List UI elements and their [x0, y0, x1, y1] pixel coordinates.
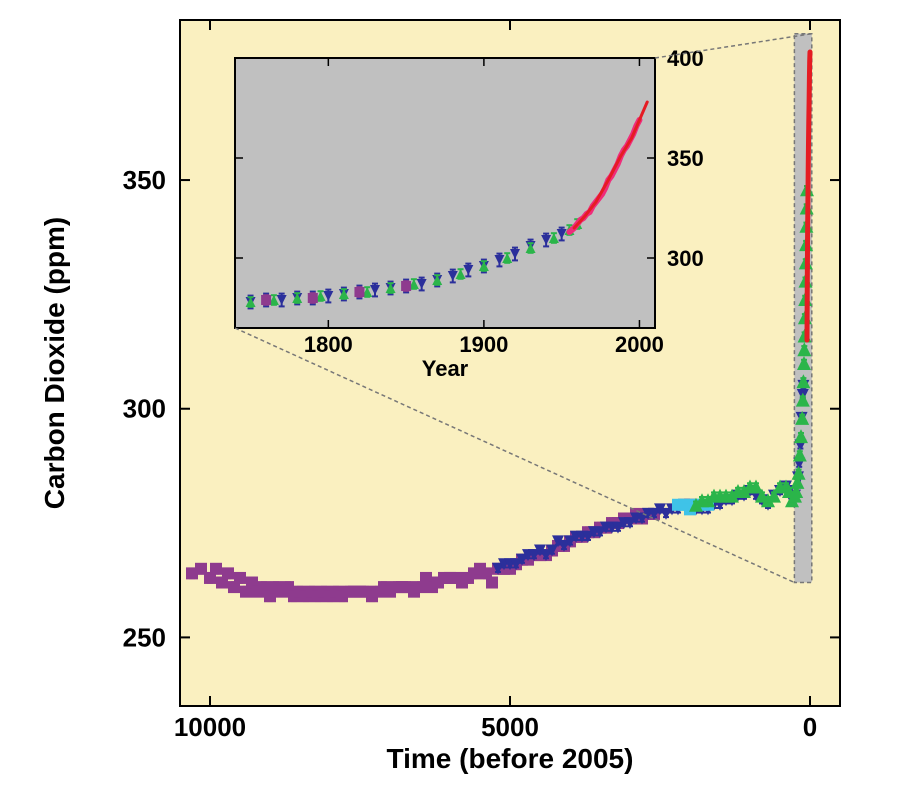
y-tick-label: 250 [123, 622, 166, 652]
co2-chart: 250 300 350 10000 5000 0 Time (before 2005) Car… [0, 0, 900, 786]
inset-x-label: Year [422, 356, 469, 381]
inset-y-tick-label: 400 [667, 46, 704, 71]
x-axis-label: Time (before 2005) [387, 743, 634, 774]
x-tick-label: 0 [803, 712, 817, 742]
x-tick-label: 5000 [481, 712, 539, 742]
y-tick-label: 300 [123, 394, 166, 424]
marker [401, 281, 411, 291]
marker [261, 295, 271, 305]
inset-panel [235, 58, 655, 328]
marker [354, 287, 364, 297]
inset-x-tick-label: 2000 [615, 332, 664, 357]
series-red [807, 52, 810, 340]
inset-y-tick-label: 300 [667, 246, 704, 271]
marker [486, 577, 498, 589]
marker [234, 572, 246, 584]
y-axis-label: Carbon Dioxide (ppm) [39, 217, 70, 509]
inset-y-tick-label: 350 [667, 146, 704, 171]
inset-x-tick-label: 1900 [459, 332, 508, 357]
inset-x-tick-label: 1800 [304, 332, 353, 357]
marker [308, 293, 318, 303]
marker [222, 567, 234, 579]
marker [210, 563, 222, 575]
y-tick-label: 350 [123, 165, 166, 195]
x-tick-label: 10000 [174, 712, 246, 742]
series-line [807, 52, 810, 340]
